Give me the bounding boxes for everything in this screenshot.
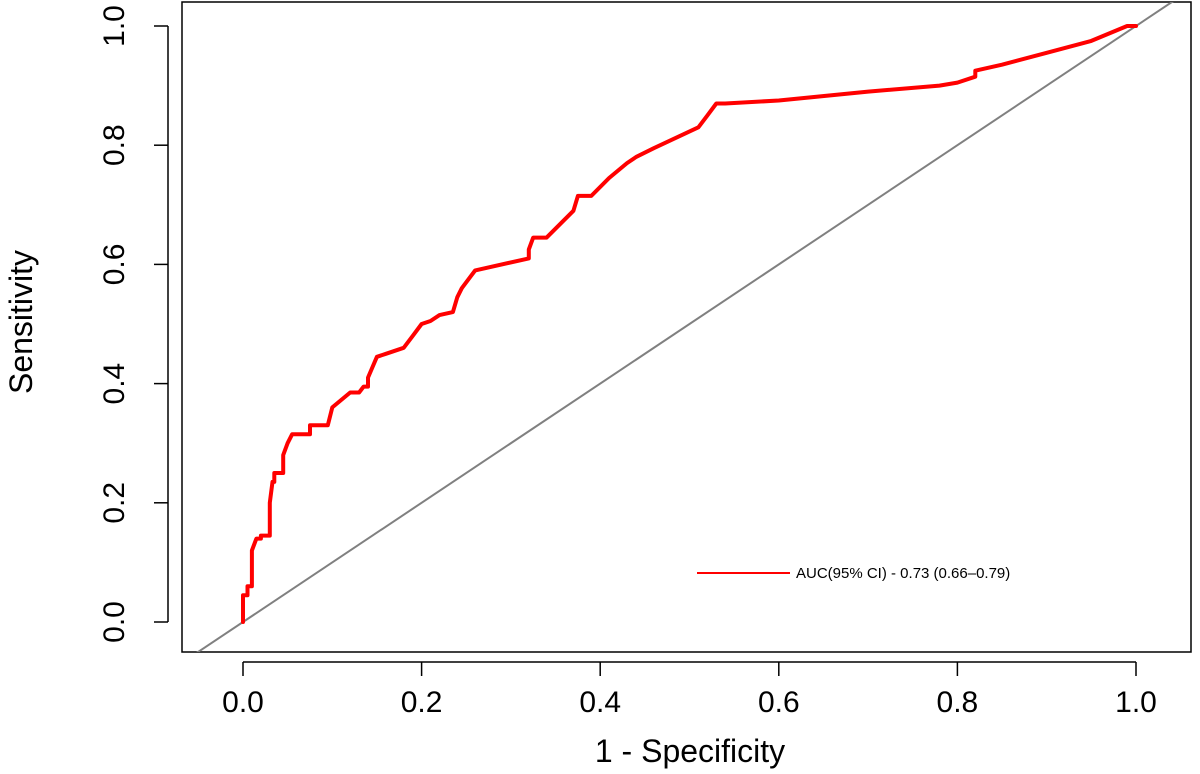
y-tick-label: 0.6 [98, 244, 131, 286]
reference-diagonal [196, 2, 1174, 652]
x-axis-title: 1 - Specificity [595, 733, 785, 769]
y-tick-label: 0.4 [98, 363, 131, 405]
reference-diagonal-layer [196, 2, 1174, 652]
y-tick-label: 1.0 [98, 5, 131, 47]
y-axis-title: Sensitivity [3, 250, 39, 394]
x-tick-label: 1.0 [1115, 686, 1157, 719]
plot-frame [181, 1, 1192, 653]
roc-curve-series-0 [241, 24, 1138, 624]
y-tick-label: 0.8 [98, 124, 131, 166]
x-tick-label: 0.2 [401, 686, 443, 719]
x-tick-label: 0.6 [758, 686, 800, 719]
x-tick-label: 0.4 [579, 686, 621, 719]
x-tick-label: 0.0 [222, 686, 264, 719]
x-tick-label: 0.8 [937, 686, 979, 719]
y-tick-label: 0.2 [98, 482, 131, 524]
roc-curve-layer [241, 24, 1138, 624]
y-axis: 0.0 0.2 0.4 0.6 0.8 1.0 [98, 5, 169, 643]
y-tick-label: 0.0 [98, 601, 131, 643]
legend: AUC(95% CI) - 0.73 (0.66–0.79) [697, 565, 1010, 582]
x-axis: 0.0 0.2 0.4 0.6 0.8 1.0 [222, 661, 1157, 719]
plot-border [181, 1, 1192, 653]
legend-label: AUC(95% CI) - 0.73 (0.66–0.79) [796, 565, 1010, 582]
